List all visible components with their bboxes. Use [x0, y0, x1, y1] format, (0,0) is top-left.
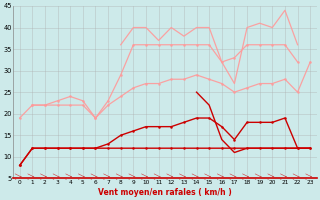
X-axis label: Vent moyen/en rafales ( km/h ): Vent moyen/en rafales ( km/h ) [98, 188, 232, 197]
